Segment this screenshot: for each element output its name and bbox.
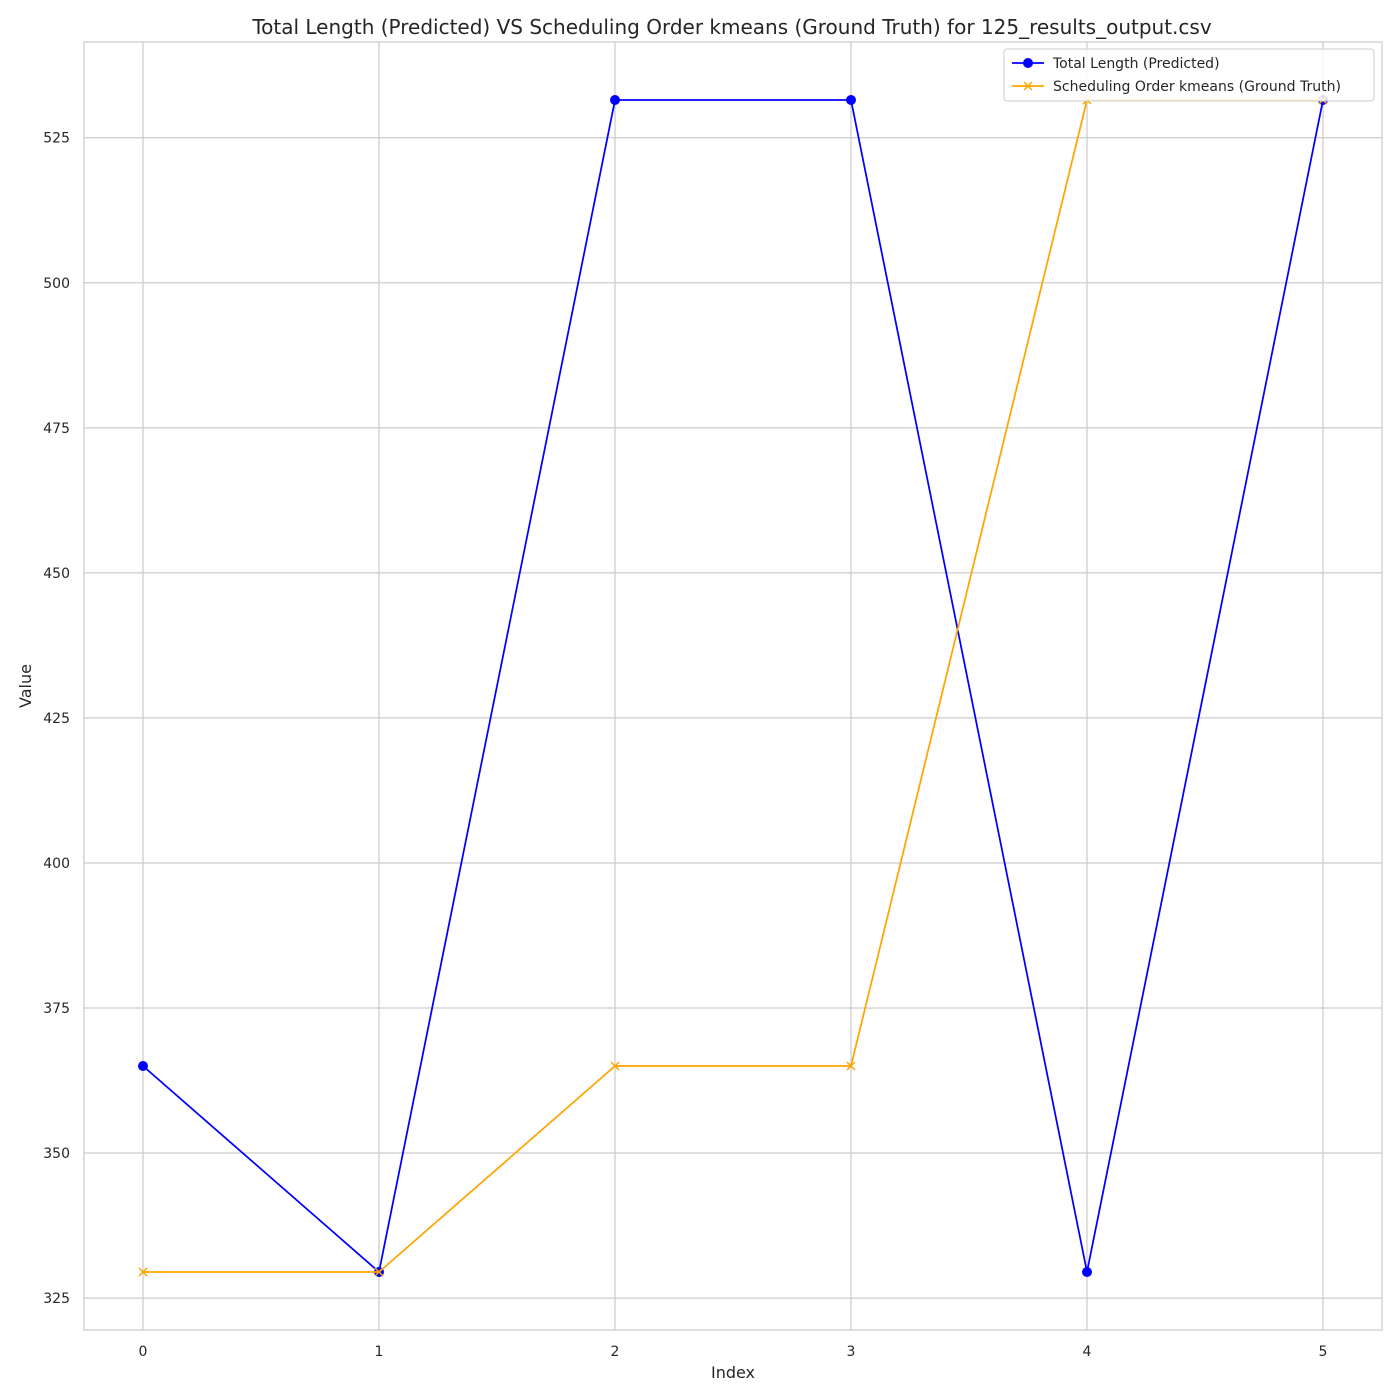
- legend: Total Length (Predicted) Scheduling Order…: [1003, 48, 1375, 102]
- y-tick-label: 375: [43, 1001, 70, 1017]
- x-tick-label: 3: [847, 1344, 856, 1360]
- legend-label-0: Total Length (Predicted): [1052, 56, 1220, 72]
- x-tick-label: 0: [139, 1344, 148, 1360]
- x-tick-label: 4: [1083, 1344, 1092, 1360]
- data-point-0: [846, 95, 856, 106]
- legend-marker-0: [1023, 58, 1033, 68]
- y-axis-label: Value: [16, 664, 35, 708]
- x-tick-label: 1: [375, 1344, 384, 1360]
- y-tick-label: 325: [43, 1291, 70, 1307]
- data-point-1: [138, 1267, 148, 1277]
- x-tick-label: 5: [1319, 1344, 1328, 1360]
- x-axis-label: Index: [711, 1363, 755, 1382]
- grid: [84, 42, 1382, 1330]
- y-tick-label: 425: [43, 711, 70, 727]
- data-point-0: [610, 95, 620, 106]
- data-point-1: [374, 1267, 384, 1277]
- y-tick-label: 400: [43, 856, 70, 872]
- data-point-1: [846, 1061, 856, 1071]
- data-point-0: [138, 1061, 148, 1072]
- data-point-0: [1082, 1266, 1092, 1277]
- legend-box: [1003, 48, 1375, 102]
- legend-items: Total Length (Predicted) Scheduling Order…: [1012, 56, 1341, 95]
- legend-label-1: Scheduling Order kmeans (Ground Truth): [1053, 79, 1341, 95]
- y-tick-label: 350: [43, 1146, 70, 1162]
- chart-title: Total Length (Predicted) VS Scheduling O…: [251, 15, 1212, 39]
- legend-marker-1: [1023, 81, 1033, 91]
- x-ticks: 0 1 2 3 4 5: [139, 1344, 1328, 1360]
- y-tick-label: 500: [43, 276, 70, 292]
- data-point-1: [610, 1061, 620, 1071]
- series-line-0: [142, 99, 1324, 1274]
- y-tick-label: 450: [43, 566, 70, 582]
- y-tick-label: 475: [43, 421, 70, 437]
- y-ticks: 325 350 375 400 425 450 475 500 525: [43, 131, 70, 1307]
- x-tick-label: 2: [611, 1344, 620, 1360]
- y-tick-label: 525: [43, 131, 70, 147]
- plot-frame: [83, 41, 1383, 1331]
